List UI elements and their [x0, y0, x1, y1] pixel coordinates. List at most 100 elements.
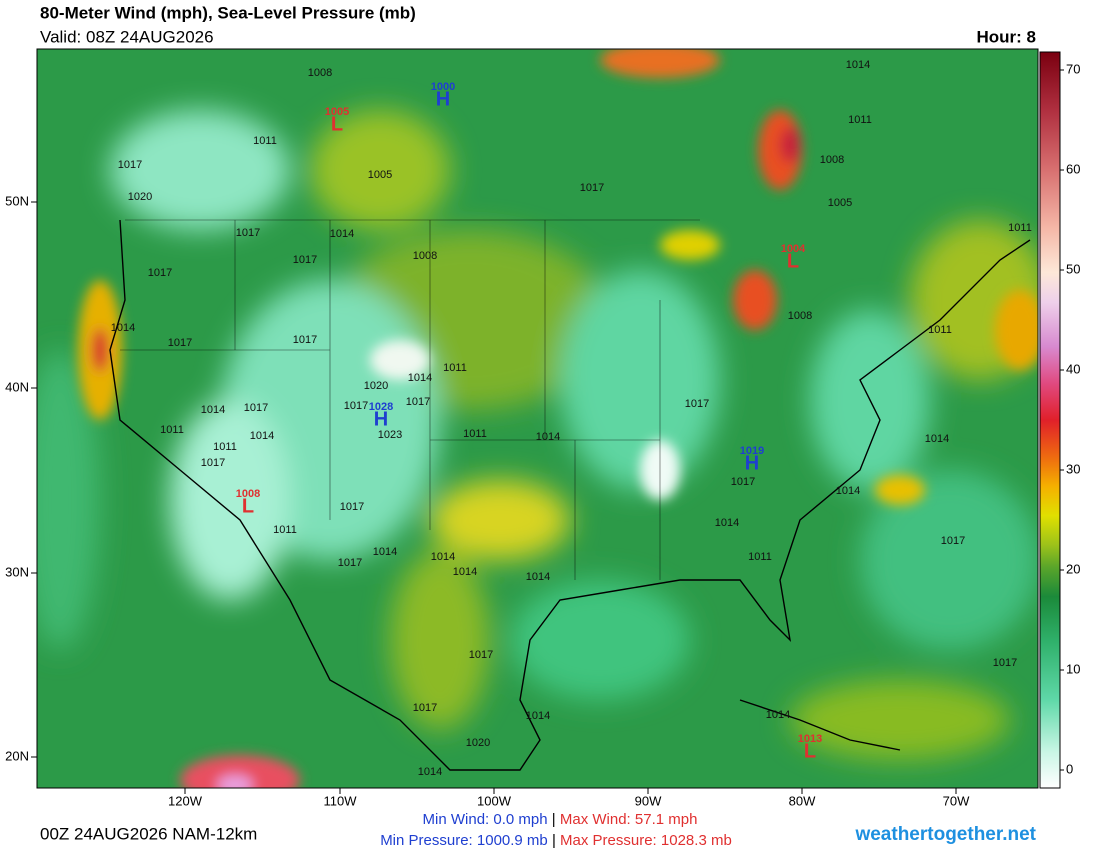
- isobar-label: 1020: [466, 737, 490, 749]
- isobar-label: 1014: [250, 430, 274, 442]
- isobar-label: 1014: [408, 372, 432, 384]
- lon-label: 100W: [477, 793, 512, 808]
- separator: |: [552, 832, 556, 849]
- isobar-label: 1017: [118, 159, 142, 171]
- lat-label: 30N: [5, 564, 29, 579]
- colorbar-label: 30: [1066, 461, 1080, 476]
- center-value: 1013: [798, 733, 822, 745]
- max-wind: 57.1 mph: [635, 811, 698, 828]
- isobar-label: 1011: [928, 324, 952, 336]
- isobar-label: 1017: [293, 334, 317, 346]
- isobar-label: 1008: [308, 67, 332, 79]
- isobar-label: 1011: [848, 114, 872, 126]
- isobar-label: 1014: [431, 551, 455, 563]
- colorbar-label: 10: [1066, 661, 1080, 676]
- isobar-label: 1014: [846, 59, 870, 71]
- isobar-label: 1011: [213, 441, 237, 453]
- lat-label: 20N: [5, 748, 29, 763]
- isobar-label: 1017: [293, 254, 317, 266]
- wind-field: [37, 49, 1038, 788]
- isobar-label: 1017: [344, 400, 368, 412]
- isobar-label: 1017: [340, 501, 364, 513]
- separator: |: [552, 811, 556, 828]
- colorbar-label: 0: [1066, 761, 1073, 776]
- isobar-label: 1014: [330, 228, 354, 240]
- lon-label: 80W: [789, 793, 816, 808]
- colorbar-label: 60: [1066, 161, 1080, 176]
- isobar-label: 1017: [993, 657, 1017, 669]
- center-symbol: L: [331, 113, 343, 135]
- isobar-label: 1011: [463, 428, 487, 440]
- isobar-label: 1017: [244, 402, 268, 414]
- lon-label: 70W: [943, 793, 970, 808]
- isobar-label: 1017: [941, 535, 965, 547]
- min-wind-label: Min Wind:: [423, 811, 490, 828]
- isobar-label: 1014: [111, 322, 135, 334]
- isobar-label: 1011: [443, 362, 467, 374]
- isobar-label: 1014: [536, 431, 560, 443]
- isobar-label: 1017: [168, 337, 192, 349]
- lat-label: 40N: [5, 379, 29, 394]
- isobar-label: 1020: [128, 191, 152, 203]
- center-value: 1019: [740, 445, 764, 457]
- isobar-label: 1008: [413, 250, 437, 262]
- isobar-label: 1014: [201, 404, 225, 416]
- lon-label: 90W: [635, 793, 662, 808]
- map-frame: [36, 48, 1039, 789]
- center-symbol: L: [787, 250, 799, 272]
- max-pressure-label: Max Pressure:: [560, 832, 657, 849]
- colorbar-label: 40: [1066, 361, 1080, 376]
- isobar-label: 1017: [580, 182, 604, 194]
- model-run: 00Z 24AUG2026 NAM-12km: [40, 824, 257, 843]
- center-symbol: L: [242, 495, 254, 517]
- isobar-label: 1014: [526, 571, 550, 583]
- valid-time: Valid: 08Z 24AUG2026: [40, 27, 214, 46]
- colorbar-label: 70: [1066, 61, 1080, 76]
- isobar-label: 1020: [364, 380, 388, 392]
- max-wind-label: Max Wind:: [560, 811, 631, 828]
- isobar-label: 1014: [418, 766, 442, 778]
- min-pressure: 1000.9 mb: [477, 832, 548, 849]
- site-name: weathertogether.net: [854, 824, 1036, 845]
- isobar-label: 1017: [338, 557, 362, 569]
- isobar-label: 1014: [836, 485, 860, 497]
- isobar-label: 1017: [236, 227, 260, 239]
- center-value: 1000: [431, 81, 455, 93]
- isobar-label: 1023: [378, 429, 402, 441]
- isobar-label: 1017: [731, 476, 755, 488]
- isobar-label: 1014: [453, 566, 477, 578]
- borders: [120, 219, 700, 580]
- min-pressure-label: Min Pressure:: [380, 832, 473, 849]
- title: 80-Meter Wind (mph), Sea-Level Pressure …: [40, 3, 416, 22]
- isobar-label: 1005: [828, 197, 852, 209]
- isobar-label: 1017: [413, 702, 437, 714]
- center-value: 1005: [325, 106, 349, 118]
- isobar-label: 1011: [748, 551, 772, 563]
- colorbar-label: 20: [1066, 561, 1080, 576]
- center-symbol: H: [436, 88, 450, 110]
- isobar-label: 1017: [685, 398, 709, 410]
- isobar-label: 1011: [273, 524, 297, 536]
- center-symbol: H: [745, 452, 759, 474]
- isobar-label: 1008: [820, 154, 844, 166]
- center-symbol: L: [804, 740, 816, 762]
- center-value: 1008: [236, 488, 260, 500]
- colorbar: [1039, 51, 1061, 789]
- center-value: 1028: [369, 401, 393, 413]
- isobar-label: 1011: [253, 135, 277, 147]
- isobar-label: 1014: [925, 433, 949, 445]
- min-wind: 0.0 mph: [493, 811, 547, 828]
- coastline: [109, 219, 1031, 771]
- forecast-hour: Hour: 8: [977, 27, 1037, 46]
- isobar-label: 1014: [373, 546, 397, 558]
- isobar-label: 1017: [469, 649, 493, 661]
- lon-label: 120W: [168, 793, 203, 808]
- lat-label: 50N: [5, 193, 29, 208]
- isobar-label: 1008: [788, 310, 812, 322]
- isobar-label: 1017: [201, 457, 225, 469]
- wind-stats: Min Wind: 0.0 mph | Max Wind: 57.1 mph: [423, 811, 698, 828]
- isobar-label: 1017: [148, 267, 172, 279]
- max-pressure: 1028.3 mb: [661, 832, 732, 849]
- isobar-label: 1014: [715, 517, 739, 529]
